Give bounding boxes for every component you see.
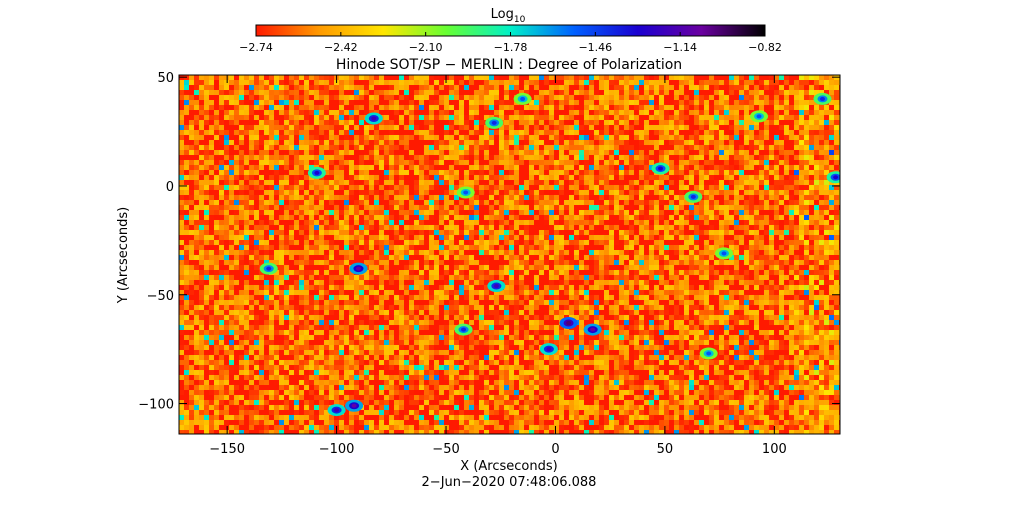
timestamp: 2−Jun−2020 07:48:06.088 xyxy=(422,475,597,490)
x-tick-label: 50 xyxy=(657,442,674,457)
heatmap-feature-5 xyxy=(487,280,506,293)
y-tick-label: −50 xyxy=(147,289,174,304)
colorbar-tick-label: −2.42 xyxy=(324,41,358,54)
y-tick-label: 50 xyxy=(157,71,174,86)
colorbar-tick-label: −2.10 xyxy=(409,41,443,54)
y-axis-label: Y (Arcseconds) xyxy=(116,207,131,304)
heatmap-feature-6 xyxy=(485,116,504,129)
colorbar-tick-label: −1.46 xyxy=(578,41,612,54)
colorbar-ticks: −2.74 −2.42 −2.10 −1.78 −1.46 −1.14 −0.82 xyxy=(239,32,782,54)
plot-area: −150 −100 −50 0 50 100 −100 −50 0 50 xyxy=(138,71,841,457)
heatmap-feature-17 xyxy=(513,92,532,105)
heatmap-feature-1 xyxy=(307,166,326,179)
x-tick-label: −100 xyxy=(319,442,355,457)
heatmap-feature-0 xyxy=(364,112,383,125)
y-tick-label: 0 xyxy=(166,180,174,195)
colorbar-tick-label: −1.78 xyxy=(494,41,528,54)
heatmap-feature-19 xyxy=(699,347,718,360)
heatmap-feature-14 xyxy=(327,404,346,417)
colorbar-label: Log10 xyxy=(491,7,526,25)
heatmap-feature-13 xyxy=(345,399,364,412)
heatmap-features xyxy=(259,92,840,417)
heatmap-feature-9 xyxy=(539,343,558,356)
heatmap-feature-8 xyxy=(583,323,602,336)
colorbar-tick-label: −1.14 xyxy=(663,41,697,54)
x-tick-label: 100 xyxy=(762,442,787,457)
heatmap-feature-4 xyxy=(456,186,475,199)
plot-frame xyxy=(178,74,841,435)
heatmap-feature-16 xyxy=(813,92,832,105)
y-axis-ticks: −100 −50 0 50 xyxy=(138,71,840,413)
heatmap-noise xyxy=(179,75,840,434)
colorbar-tick-label: −0.82 xyxy=(748,41,782,54)
x-axis-label: X (Arcseconds) xyxy=(460,459,557,474)
heatmap-feature-18 xyxy=(750,110,769,123)
heatmap-feature-2 xyxy=(349,262,368,275)
heatmap-feature-11 xyxy=(684,190,703,203)
heatmap-feature-10 xyxy=(651,162,670,175)
y-tick-label: −100 xyxy=(138,398,174,413)
heatmap-feature-12 xyxy=(714,247,733,260)
colorbar-tick-label: −2.74 xyxy=(239,41,273,54)
chart-title: Hinode SOT/SP − MERLIN : Degree of Polar… xyxy=(336,57,682,73)
heatmap-feature-15 xyxy=(826,171,840,184)
heatmap-feature-3 xyxy=(259,262,278,275)
x-axis-ticks: −150 −100 −50 0 50 100 xyxy=(209,75,787,457)
heatmap-feature-7 xyxy=(559,317,578,330)
x-tick-label: −50 xyxy=(432,442,459,457)
x-tick-label: −150 xyxy=(209,442,245,457)
x-tick-label: 0 xyxy=(551,442,559,457)
heatmap-feature-20 xyxy=(454,323,473,336)
